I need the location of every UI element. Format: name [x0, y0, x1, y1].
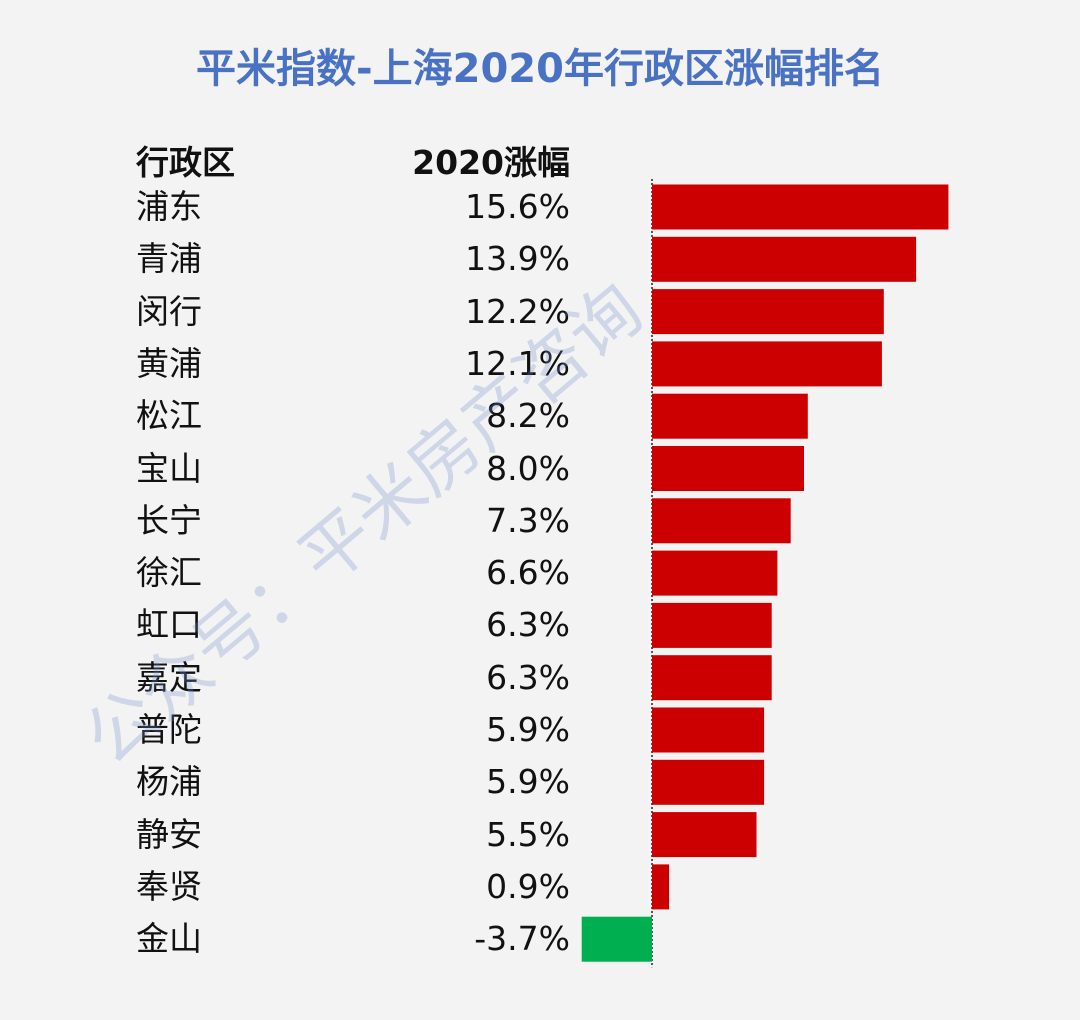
district-label: 黄浦 — [136, 343, 202, 383]
change-value-label: 7.3% — [486, 500, 570, 540]
change-value-label: 8.0% — [486, 448, 570, 488]
change-value-label: 15.6% — [465, 187, 570, 226]
column-header-district: 行政区 — [136, 143, 235, 182]
district-label: 金山 — [136, 919, 202, 959]
district-label: 长宁 — [136, 500, 202, 540]
district-label: 闵行 — [136, 291, 202, 331]
district-label: 奉贤 — [136, 866, 202, 906]
district-label: 嘉定 — [136, 657, 202, 697]
change-value-label: 5.9% — [486, 762, 570, 802]
district-label: 宝山 — [136, 448, 202, 488]
chart-title: 平米指数-上海2020年行政区涨幅排名 — [196, 46, 884, 92]
district-label: 松江 — [136, 396, 202, 436]
change-value-label: 13.9% — [465, 239, 570, 279]
district-label: 徐汇 — [136, 553, 202, 593]
change-value-label: 6.6% — [486, 553, 570, 593]
change-value-label: 5.9% — [486, 710, 570, 749]
change-value-label: 12.1% — [465, 343, 570, 383]
change-value-label: 6.3% — [486, 657, 570, 697]
change-value-label: 12.2% — [465, 291, 570, 331]
district-label: 虹口 — [136, 605, 202, 645]
change-value-label: 6.3% — [486, 605, 570, 645]
column-header-change: 2020涨幅 — [412, 143, 570, 182]
district-label: 静安 — [136, 814, 202, 854]
change-value-label: 0.9% — [486, 866, 570, 906]
district-label: 浦东 — [136, 187, 202, 226]
district-label: 杨浦 — [136, 762, 202, 802]
change-value-label: 8.2% — [486, 396, 570, 436]
district-label: 青浦 — [136, 239, 202, 279]
district-label: 普陀 — [136, 710, 202, 749]
change-value-label: -3.7% — [474, 919, 570, 959]
change-value-label: 5.5% — [486, 814, 570, 854]
